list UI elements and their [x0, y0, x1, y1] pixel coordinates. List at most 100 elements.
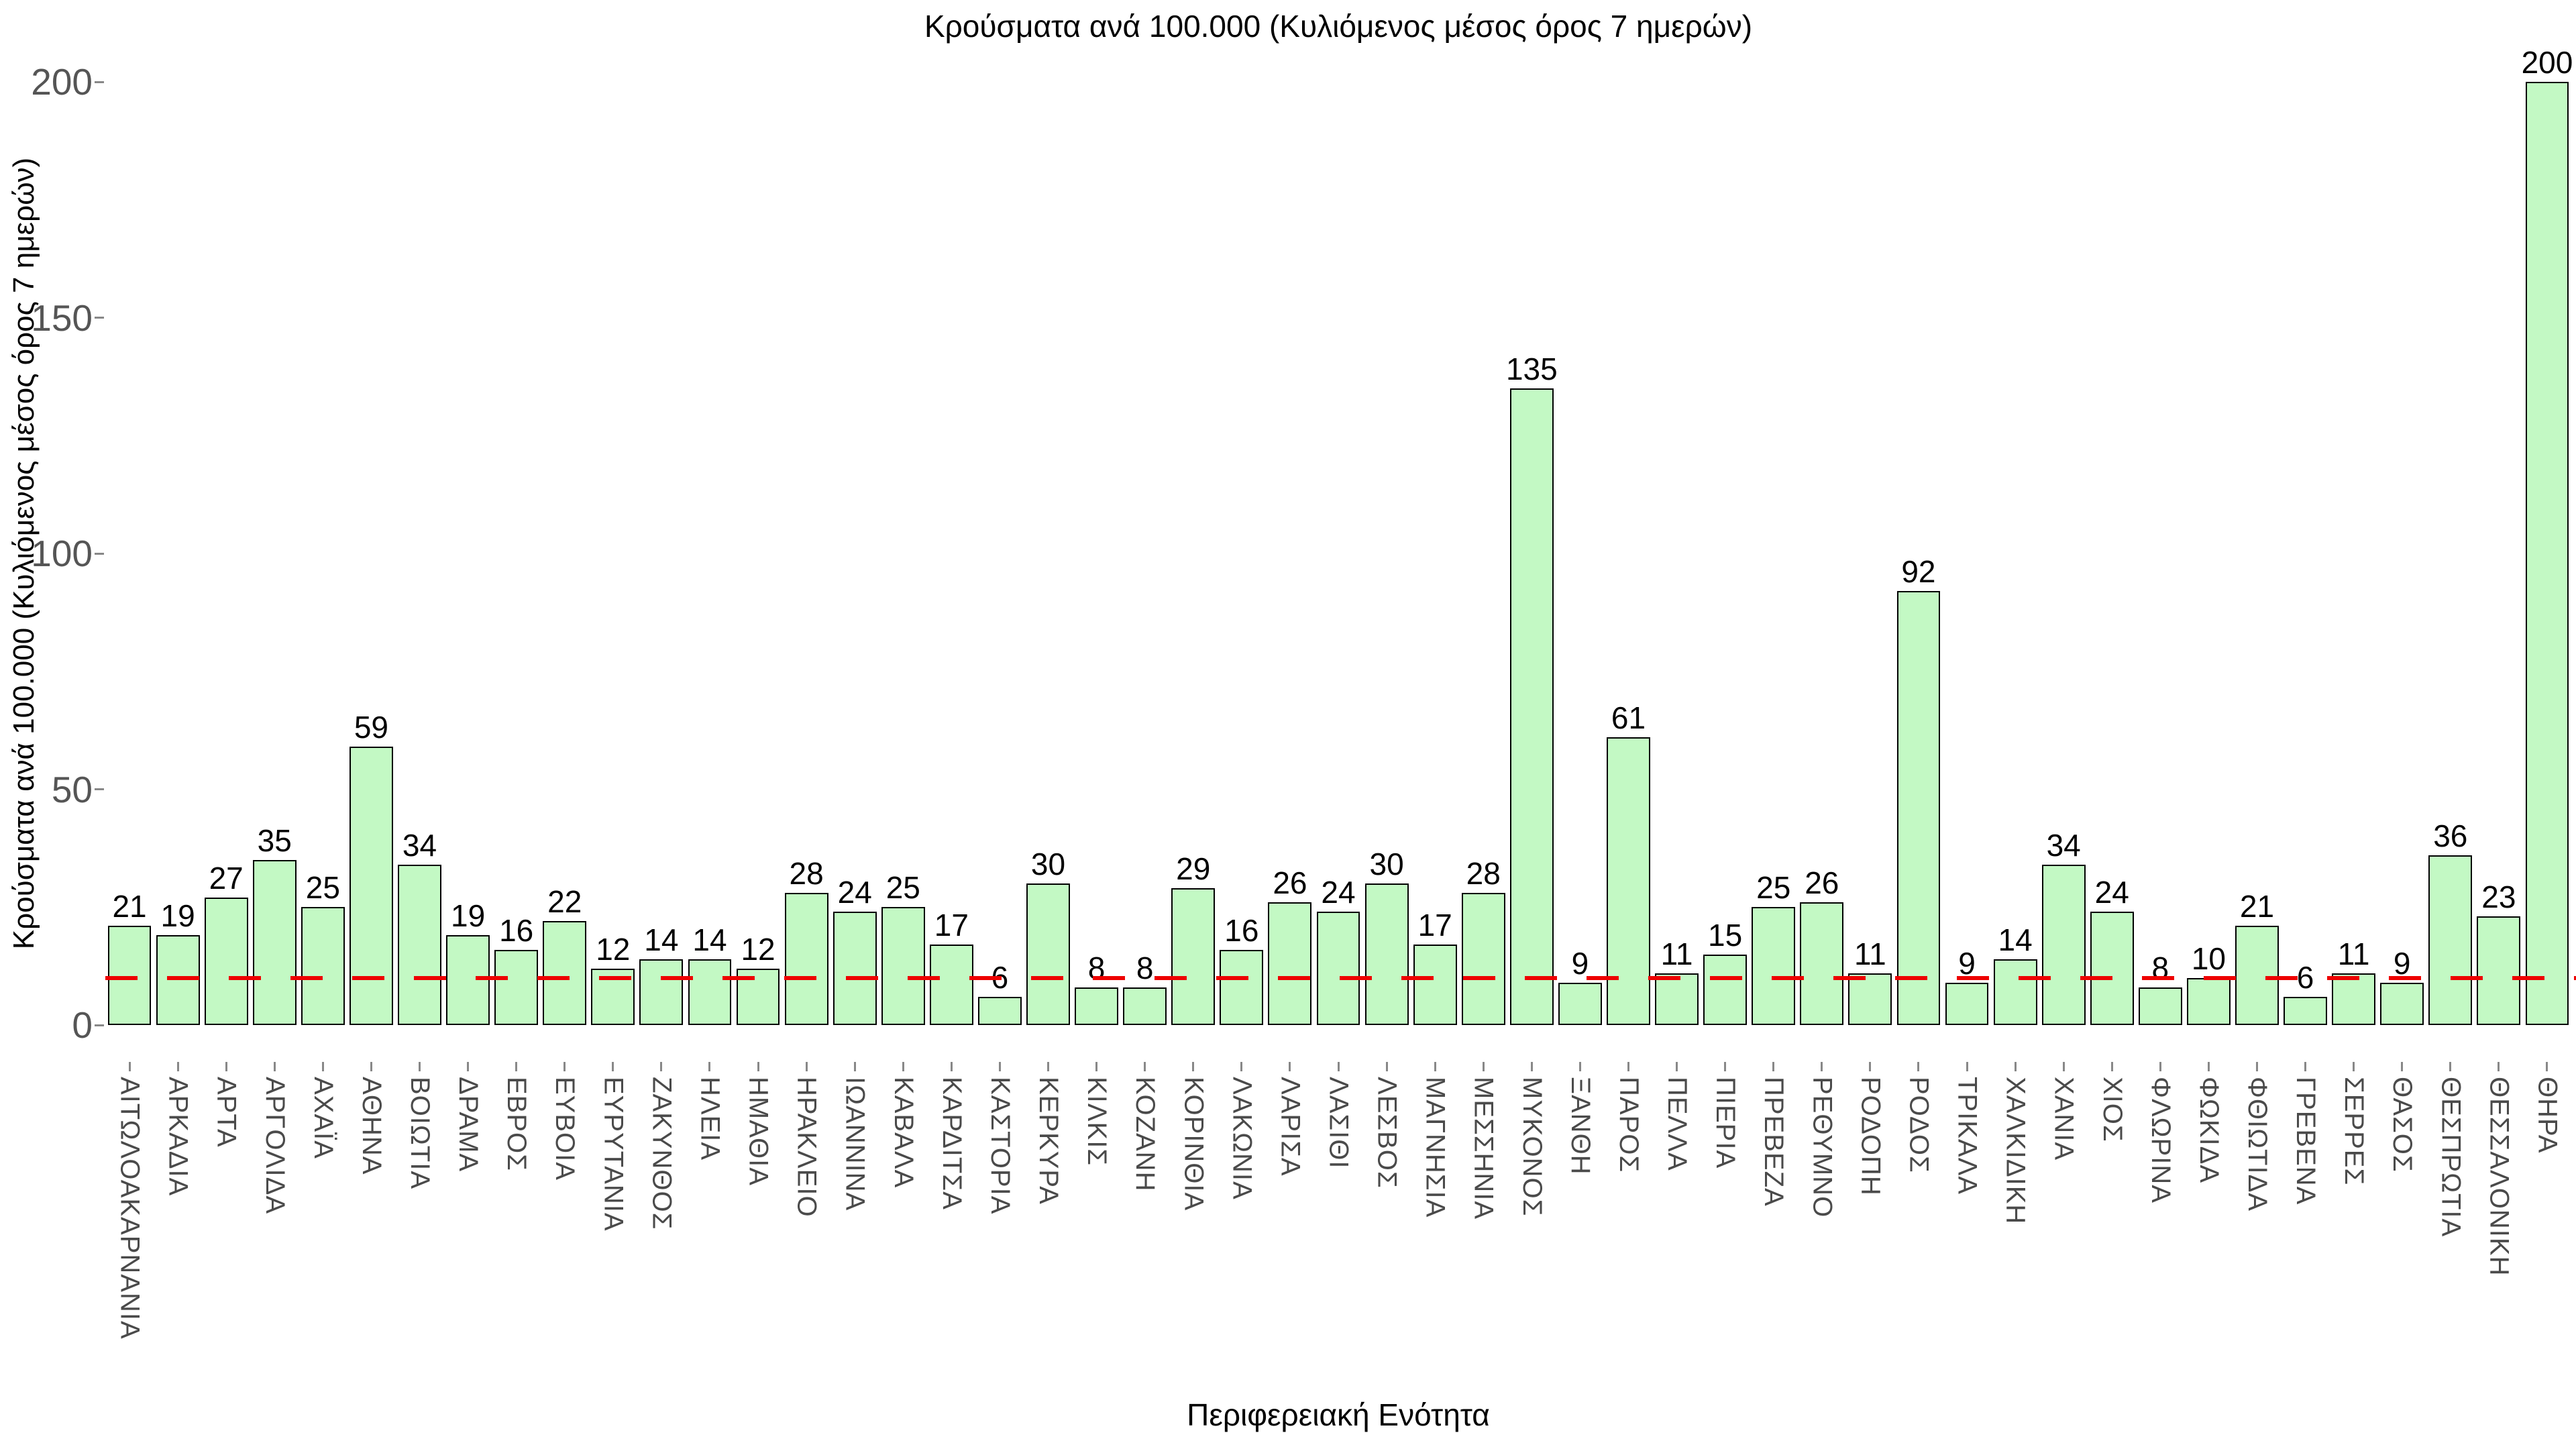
- x-category-label: ΚΑΡΔΙΤΣΑ: [936, 1077, 967, 1210]
- x-category-label: ΠΑΡΟΣ: [1613, 1077, 1644, 1173]
- bar: [1558, 982, 1602, 1025]
- x-axis-tick: [2449, 1062, 2452, 1071]
- x-axis-tick: [2304, 1062, 2307, 1071]
- x-category-label: ΚΙΛΚΙΣ: [1082, 1077, 1112, 1167]
- x-category-label: ΘΗΡΑ: [2532, 1077, 2563, 1154]
- x-category-label: ΛΑΚΩΝΙΑ: [1227, 1077, 1257, 1200]
- x-axis-tick: [467, 1062, 470, 1071]
- x-axis-tick: [2546, 1062, 2548, 1071]
- bar: [107, 926, 152, 1025]
- bar-value-label: 35: [257, 822, 292, 858]
- x-category-label: ΘΕΣΠΡΩΤΙΑ: [2436, 1077, 2466, 1238]
- bar: [2186, 977, 2231, 1025]
- bar: [1800, 902, 1844, 1025]
- x-category-label: ΡΕΘΥΜΝΟ: [1807, 1077, 1837, 1218]
- bar: [2090, 912, 2134, 1025]
- x-category-label: ΓΡΕΒΕΝΑ: [2291, 1077, 2321, 1205]
- y-axis-tick: [95, 552, 104, 555]
- x-axis-tick: [1966, 1062, 1968, 1071]
- bar: [2428, 855, 2473, 1025]
- x-axis-tick: [273, 1062, 276, 1071]
- bar: [2041, 864, 2086, 1025]
- bar: [1896, 591, 1941, 1025]
- x-axis-tick: [950, 1062, 953, 1071]
- x-category-label: ΛΑΣΙΘΙ: [1324, 1077, 1354, 1169]
- bar-value-label: 9: [1958, 945, 1976, 981]
- bar-value-label: 14: [1998, 922, 2033, 957]
- bar-value-label: 23: [2481, 879, 2516, 915]
- bar-value-label: 21: [112, 889, 147, 924]
- bar: [156, 935, 200, 1025]
- x-category-label: ΠΙΕΡΙΑ: [1711, 1077, 1741, 1169]
- bar: [2380, 982, 2424, 1025]
- x-category-label: ΣΕΡΡΕΣ: [2339, 1077, 2369, 1186]
- x-category-label: ΦΘΙΩΤΙΔΑ: [2242, 1077, 2272, 1212]
- x-category-label: ΘΑΣΟΣ: [2387, 1077, 2418, 1173]
- bar: [881, 907, 925, 1025]
- x-category-label: ΚΕΡΚΥΡΑ: [1034, 1077, 1064, 1205]
- x-category-label: ΖΑΚΥΝΘΟΣ: [647, 1077, 677, 1230]
- bar-value-label: 30: [1369, 847, 1404, 882]
- bar: [1945, 982, 1989, 1025]
- x-category-label: ΦΛΩΡΙΝΑ: [2145, 1077, 2176, 1203]
- x-category-label: ΧΑΛΚΙΔΙΚΗ: [2000, 1077, 2031, 1225]
- bar: [2332, 973, 2376, 1025]
- y-axis-tick: [95, 317, 104, 319]
- x-category-label: ΔΡΑΜΑ: [453, 1077, 484, 1173]
- x-category-label: ΙΩΑΝΝΙΝΑ: [840, 1077, 870, 1212]
- x-category-label: ΤΡΙΚΑΛΑ: [1952, 1077, 1982, 1195]
- x-category-label: ΜΑΓΝΗΣΙΑ: [1420, 1077, 1450, 1218]
- x-category-label: ΒΟΙΩΤΙΑ: [405, 1077, 435, 1190]
- y-axis-tick: [95, 1024, 104, 1026]
- x-category-label: ΞΑΝΘΗ: [1565, 1077, 1595, 1175]
- x-category-label: ΕΥΒΟΙΑ: [550, 1077, 580, 1181]
- bar-value-label: 8: [1136, 950, 1154, 985]
- x-axis-tick: [1869, 1062, 1872, 1071]
- x-axis-tick: [1530, 1062, 1533, 1071]
- bar: [1752, 907, 1796, 1025]
- bar-value-label: 11: [2337, 936, 2370, 971]
- bar-value-label: 16: [499, 912, 534, 948]
- bar-value-label: 8: [2151, 950, 2169, 985]
- bar-value-label: 16: [1224, 912, 1259, 948]
- bar: [1655, 973, 1699, 1025]
- bar: [1171, 888, 1216, 1025]
- x-category-label: ΚΟΡΙΝΘΙΑ: [1179, 1077, 1209, 1212]
- bar-value-label: 14: [692, 922, 727, 957]
- x-axis-tick: [1192, 1062, 1195, 1071]
- bar: [1703, 954, 1748, 1025]
- bar: [1413, 945, 1457, 1025]
- x-axis-tick: [1772, 1062, 1775, 1071]
- bar-value-label: 24: [2094, 875, 2129, 910]
- bar-value-label: 12: [596, 931, 631, 967]
- y-axis-tick: [95, 788, 104, 790]
- x-axis-tick: [1627, 1062, 1629, 1071]
- bar-value-label: 59: [354, 710, 389, 745]
- bar: [301, 907, 345, 1025]
- bar-value-label: 24: [837, 875, 872, 910]
- bar-value-label: 26: [1805, 865, 1839, 901]
- bar-value-label: 28: [1466, 856, 1501, 892]
- bar: [2477, 916, 2521, 1025]
- x-category-label: ΛΑΡΙΣΑ: [1275, 1077, 1305, 1177]
- x-axis-tick: [1724, 1062, 1727, 1071]
- bar: [978, 996, 1022, 1025]
- bar-value-label: 29: [1176, 851, 1211, 887]
- x-axis-tick: [660, 1062, 663, 1071]
- x-axis-tick: [1289, 1062, 1291, 1071]
- x-category-label: ΡΟΔΟΣ: [1904, 1077, 1934, 1173]
- bar-value-label: 25: [1756, 870, 1791, 906]
- bar-value-label: 61: [1611, 700, 1646, 736]
- bar: [688, 959, 732, 1025]
- bar: [1509, 388, 1554, 1025]
- x-axis-tick: [2110, 1062, 2113, 1071]
- x-axis-tick: [757, 1062, 759, 1071]
- x-axis-tick: [1434, 1062, 1436, 1071]
- bar-value-label: 17: [1417, 908, 1452, 943]
- x-category-label: ΑΡΤΑ: [211, 1077, 241, 1148]
- x-axis-tick: [2159, 1062, 2161, 1071]
- x-axis-tick: [1240, 1062, 1243, 1071]
- x-axis-title: Περιφερειακή Ενότητα: [1187, 1397, 1490, 1432]
- x-category-label: ΛΕΣΒΟΣ: [1372, 1077, 1402, 1189]
- x-axis-tick: [321, 1062, 324, 1071]
